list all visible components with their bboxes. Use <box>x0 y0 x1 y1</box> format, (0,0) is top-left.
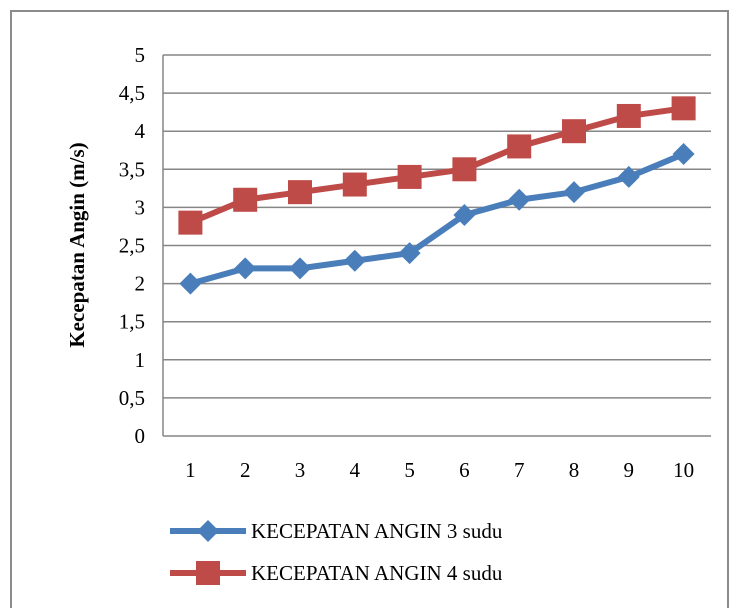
legend-marker <box>197 520 219 542</box>
y-tick-label: 1,5 <box>119 310 145 334</box>
data-point <box>343 249 366 272</box>
x-tick-label: 2 <box>240 458 251 482</box>
y-tick-label: 4 <box>135 119 146 143</box>
y-tick-label: 2,5 <box>119 234 145 258</box>
legend-entry-1: KECEPATAN ANGIN 3 sudu <box>170 519 503 543</box>
data-point <box>453 204 476 227</box>
series-2 <box>178 96 696 235</box>
legend-label: KECEPATAN ANGIN 4 sudu <box>251 561 503 585</box>
data-point <box>452 157 477 182</box>
data-point <box>179 272 202 295</box>
data-point <box>398 242 421 265</box>
data-point <box>562 119 586 144</box>
x-tick-label: 6 <box>459 458 470 482</box>
data-point <box>616 103 641 128</box>
data-point <box>234 257 257 280</box>
series-1 <box>179 143 695 295</box>
y-tick-label: 5 <box>135 43 146 67</box>
legend-entry-2: KECEPATAN ANGIN 4 sudu <box>170 561 503 585</box>
data-point <box>617 165 640 188</box>
x-tick-label: 3 <box>295 458 306 482</box>
data-point <box>563 181 585 204</box>
data-point <box>671 96 696 121</box>
data-point <box>508 188 531 211</box>
x-tick-label: 7 <box>514 458 525 482</box>
gridlines <box>163 54 711 399</box>
data-point <box>672 143 695 166</box>
data-point <box>288 180 312 205</box>
y-tick-label: 2 <box>135 272 146 296</box>
y-axis-label: Kecepatan Angin (m/s) <box>65 142 89 347</box>
data-point <box>178 210 203 235</box>
legend-marker <box>196 561 220 585</box>
y-tick-label: 4,5 <box>119 81 145 105</box>
series-lines <box>178 96 696 295</box>
x-tick-labels: 1 2 3 4 5 6 7 8 9 10 <box>185 458 694 482</box>
x-tick-label: 9 <box>624 458 635 482</box>
y-tick-labels: 0 0,5 1 1,5 2 2,5 3 3,5 4 4,5 5 <box>119 43 146 448</box>
y-tick-label: 3 <box>135 195 146 219</box>
x-tick-label: 5 <box>404 458 415 482</box>
axes <box>162 55 711 437</box>
chart-frame <box>10 10 729 608</box>
y-tick-label: 0,5 <box>119 386 145 410</box>
series-line <box>189 105 685 226</box>
legend: KECEPATAN ANGIN 3 sudu KECEPATAN ANGIN 4 … <box>170 519 503 585</box>
y-tick-label: 1 <box>135 348 146 372</box>
data-point <box>342 172 367 197</box>
x-tick-label: 8 <box>569 458 580 482</box>
x-tick-label: 10 <box>673 458 694 482</box>
y-tick-label: 0 <box>135 424 146 448</box>
data-point <box>507 134 532 159</box>
x-tick-label: 4 <box>350 458 361 482</box>
data-point <box>289 257 311 280</box>
legend-label: KECEPATAN ANGIN 3 sudu <box>251 519 503 543</box>
data-point <box>397 164 422 189</box>
series-line <box>189 151 685 287</box>
data-point <box>233 187 258 212</box>
y-tick-label: 3,5 <box>119 157 145 181</box>
x-tick-label: 1 <box>185 458 196 482</box>
